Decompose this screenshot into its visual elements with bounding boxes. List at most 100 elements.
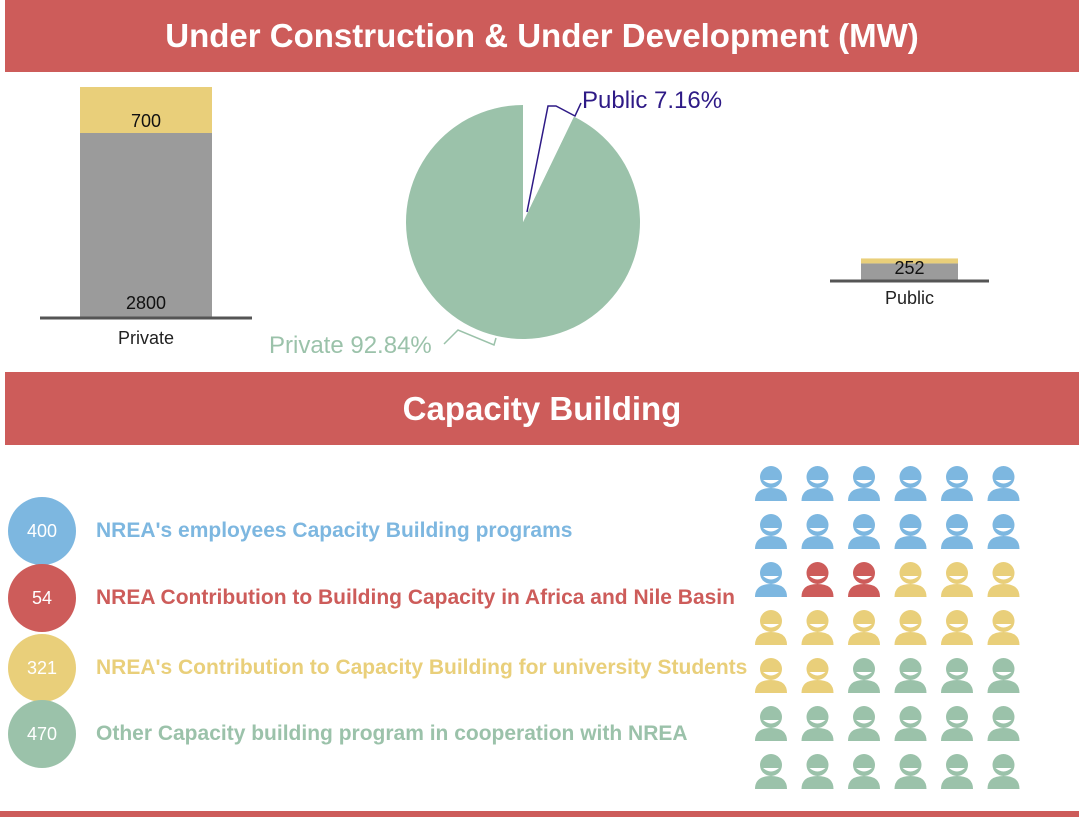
person-icon — [941, 466, 973, 501]
person-head — [946, 754, 968, 776]
capacity-label: NREA's employees Capacity Building progr… — [96, 519, 573, 542]
person-smile — [763, 624, 779, 628]
person-body — [755, 584, 787, 597]
person-head — [946, 658, 968, 680]
person-smile — [995, 624, 1012, 628]
person-icon — [894, 658, 927, 693]
person-icon — [755, 562, 787, 597]
person-icon — [987, 754, 1020, 789]
person-body — [941, 584, 973, 597]
person-smile — [856, 672, 872, 676]
person-body — [941, 488, 973, 501]
capacity-title: Capacity Building — [402, 390, 682, 427]
person-body — [801, 632, 834, 645]
person-head — [806, 754, 829, 776]
person-icon — [801, 754, 834, 789]
person-icon — [894, 514, 927, 549]
person-icon — [894, 706, 927, 741]
capacity-label: NREA Contribution to Building Capacity i… — [96, 586, 735, 609]
person-body — [801, 536, 834, 549]
person-icon — [894, 562, 927, 597]
person-body — [941, 632, 973, 645]
person-smile — [902, 528, 919, 532]
person-smile — [809, 624, 826, 628]
person-head — [806, 514, 829, 536]
person-body — [941, 776, 973, 789]
person-icon — [941, 562, 973, 597]
person-smile — [949, 528, 965, 532]
person-body — [848, 680, 880, 693]
person-body — [894, 536, 927, 549]
person-body — [848, 536, 880, 549]
person-smile — [856, 624, 872, 628]
person-head — [760, 610, 782, 632]
person-smile — [809, 528, 826, 532]
person-head — [899, 466, 922, 488]
person-body — [941, 680, 973, 693]
person-smile — [856, 480, 872, 484]
person-icon — [755, 706, 787, 741]
person-icon — [755, 514, 787, 549]
person-icon — [941, 658, 973, 693]
person-body — [755, 488, 787, 501]
person-head — [853, 754, 875, 776]
person-icon — [941, 610, 973, 645]
person-icon — [801, 562, 834, 597]
people-grid — [755, 466, 1020, 789]
person-body — [894, 584, 927, 597]
person-icon — [801, 466, 834, 501]
person-head — [853, 514, 875, 536]
person-head — [760, 754, 782, 776]
person-icon — [987, 562, 1020, 597]
person-head — [992, 562, 1015, 584]
person-body — [848, 728, 880, 741]
person-head — [899, 610, 922, 632]
person-smile — [995, 720, 1012, 724]
person-smile — [949, 480, 965, 484]
person-icon — [755, 466, 787, 501]
person-smile — [763, 480, 779, 484]
person-body — [894, 680, 927, 693]
person-head — [806, 706, 829, 728]
person-smile — [902, 576, 919, 580]
person-head — [899, 754, 922, 776]
person-head — [899, 514, 922, 536]
charts-canvas: 2800 700 Private 252 Public Public 7.16% Priva… — [40, 87, 989, 359]
person-smile — [949, 624, 965, 628]
person-smile — [856, 768, 872, 772]
capacity-label: Other Capacity building program in coope… — [96, 722, 688, 745]
person-head — [760, 706, 782, 728]
person-body — [987, 728, 1020, 741]
bottom-rule — [0, 811, 1079, 817]
person-body — [755, 632, 787, 645]
person-head — [853, 466, 875, 488]
pie-leader-private — [443, 329, 497, 347]
person-icon — [801, 514, 834, 549]
person-smile — [763, 672, 779, 676]
person-body — [848, 584, 880, 597]
person-smile — [902, 768, 919, 772]
person-body — [801, 680, 834, 693]
person-head — [992, 610, 1015, 632]
person-icon — [941, 706, 973, 741]
person-icon — [848, 562, 880, 597]
person-icon — [755, 658, 787, 693]
person-smile — [809, 720, 826, 724]
person-icon — [801, 706, 834, 741]
person-smile — [809, 480, 826, 484]
person-head — [760, 658, 782, 680]
person-icon — [987, 658, 1020, 693]
person-head — [853, 610, 875, 632]
pie-label-public: Public 7.16% — [582, 87, 722, 114]
capacity-value-badge: 470 — [8, 700, 76, 768]
person-smile — [902, 480, 919, 484]
person-body — [987, 584, 1020, 597]
person-head — [853, 706, 875, 728]
person-smile — [856, 720, 872, 724]
person-body — [987, 632, 1020, 645]
person-body — [801, 728, 834, 741]
person-body — [987, 536, 1020, 549]
person-icon — [987, 466, 1020, 501]
person-head — [992, 658, 1015, 680]
person-body — [894, 632, 927, 645]
